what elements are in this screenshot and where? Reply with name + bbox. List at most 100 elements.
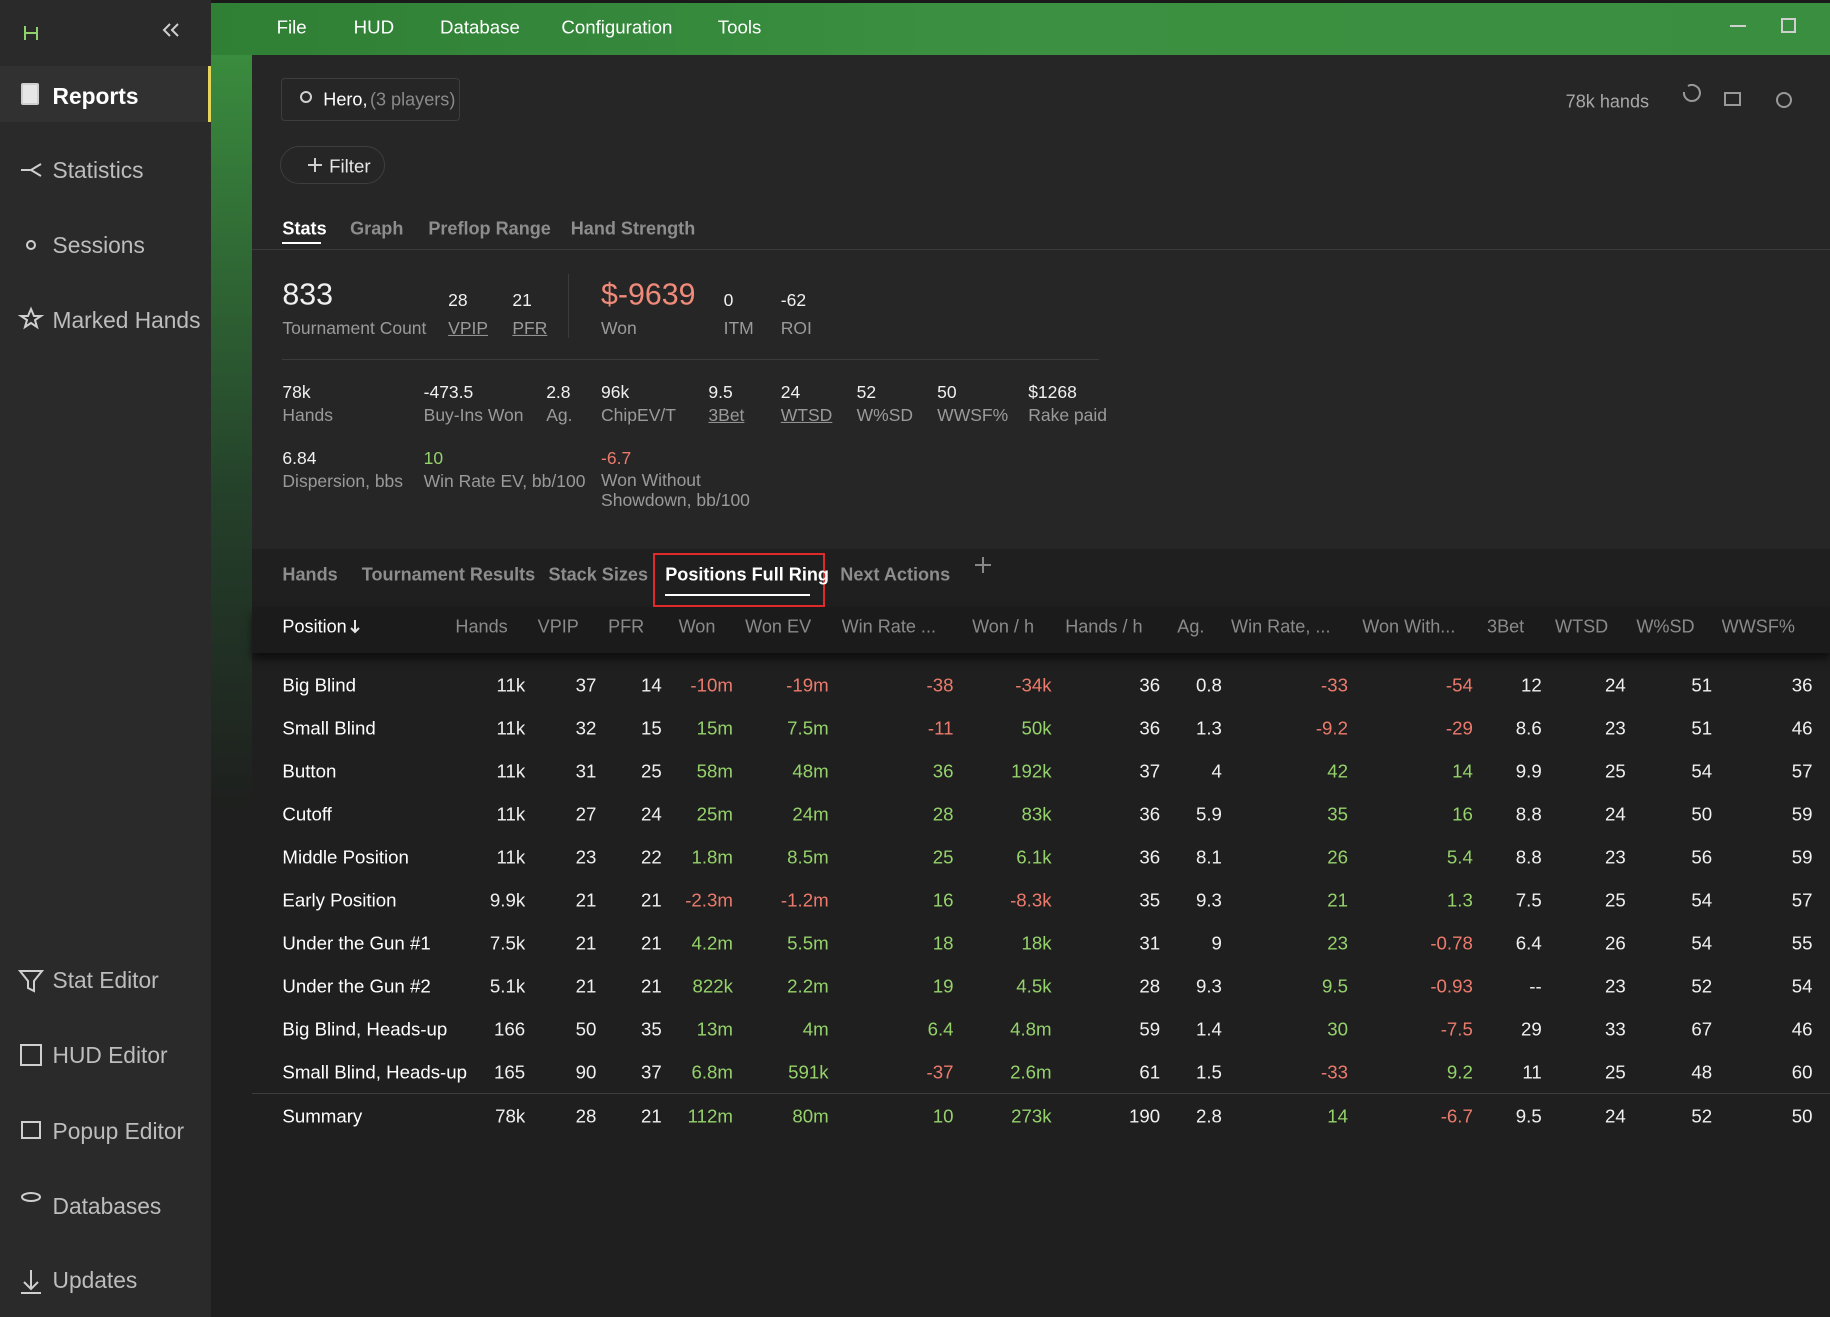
table-cell: 11k — [496, 760, 526, 782]
stat-label: WWSF% — [937, 405, 1009, 426]
column-header[interactable]: Ag. — [1177, 616, 1205, 637]
report-tab[interactable]: Positions Full Ring — [665, 564, 829, 585]
table-cell: 36 — [1791, 674, 1813, 696]
table-cell: 33 — [1604, 1018, 1626, 1040]
player-name[interactable]: Hero, — [323, 89, 368, 110]
menu-item[interactable]: Configuration — [561, 16, 673, 38]
report-tab[interactable]: Stack Sizes — [548, 564, 649, 585]
sidebar-item[interactable]: Marked Hands — [52, 306, 201, 333]
table-cell: 50 — [575, 1018, 597, 1040]
stat-label: Tournament Count — [282, 317, 427, 338]
sidebar-item[interactable]: Updates — [52, 1267, 138, 1294]
table-cell: 14 — [640, 674, 662, 696]
table-cell: 11k — [496, 717, 526, 739]
filter-button[interactable] — [280, 146, 385, 184]
filter-label[interactable]: Filter — [329, 154, 371, 176]
stats-area — [252, 55, 1830, 549]
column-header[interactable]: Won With... — [1362, 616, 1456, 637]
table-cell: -1.2m — [780, 889, 829, 911]
table-cell: 5.9 — [1196, 803, 1222, 825]
column-header[interactable]: 3Bet — [1487, 616, 1525, 637]
collapse-icon[interactable] — [162, 23, 179, 37]
table-cell: 50 — [1791, 1105, 1813, 1126]
tab[interactable]: Graph — [350, 218, 404, 239]
stat-label: Dispersion, bbs — [282, 470, 404, 491]
table-cell: 24 — [1604, 803, 1626, 825]
table-cell: -0.93 — [1430, 975, 1473, 997]
sort-icon[interactable] — [350, 620, 360, 634]
column-header[interactable]: Win Rate, ... — [1231, 616, 1331, 637]
table-cell: 24 — [1604, 674, 1626, 696]
menu-item[interactable]: File — [276, 16, 307, 38]
tab[interactable]: Stats — [282, 218, 327, 239]
table-cell: 11k — [496, 803, 526, 825]
player-detail[interactable]: (3 players) — [369, 89, 456, 110]
settings-icon[interactable] — [1776, 92, 1792, 108]
column-header[interactable]: Won / h — [972, 616, 1035, 637]
table-cell: 7.5m — [787, 717, 829, 739]
sidebar-item[interactable]: Stat Editor — [52, 967, 159, 994]
table-cell: 2.2m — [787, 975, 829, 997]
column-header[interactable]: Hands / h — [1065, 616, 1143, 637]
add-tab-icon[interactable] — [975, 557, 991, 573]
table-cell: 4 — [1211, 760, 1222, 782]
sidebar-item[interactable]: Popup Editor — [52, 1117, 185, 1144]
column-header[interactable]: VPIP — [537, 616, 579, 637]
stat-label: Win Rate EV, bb/100 — [423, 470, 586, 491]
row-label: Big Blind, Heads-up — [282, 1018, 448, 1040]
tab[interactable]: Hand Strength — [570, 218, 696, 239]
table-cell: 54 — [1691, 760, 1713, 782]
table-cell: 11 — [1522, 1061, 1542, 1083]
table-cell: 11k — [496, 846, 526, 868]
stat-value: -62 — [780, 289, 807, 310]
table-cell: 61 — [1139, 1061, 1161, 1083]
table-cell: 24 — [640, 803, 662, 825]
column-header[interactable]: PFR — [608, 616, 645, 637]
column-header[interactable]: Won EV — [745, 616, 812, 637]
stat-label: Hands — [282, 405, 334, 426]
sidebar-item[interactable]: Reports — [52, 82, 139, 109]
table-cell: 60 — [1791, 1061, 1813, 1083]
player-selector[interactable] — [281, 78, 460, 121]
report-tab[interactable]: Tournament Results — [361, 564, 536, 585]
column-header[interactable]: Position — [282, 616, 347, 637]
stat-label: Won — [601, 317, 637, 338]
export-icon[interactable] — [1724, 92, 1741, 106]
column-header[interactable]: Win Rate ... — [841, 616, 936, 637]
table-cell: 1.5 — [1196, 1061, 1222, 1083]
stat-value: -473.5 — [423, 382, 474, 403]
table-cell: 56 — [1691, 846, 1713, 868]
menu-item[interactable]: Database — [439, 16, 520, 38]
sidebar-item[interactable]: Statistics — [52, 157, 144, 184]
stat-value: $1268 — [1028, 382, 1077, 403]
table-cell: 8.1 — [1196, 846, 1222, 868]
column-header[interactable]: Hands — [455, 616, 508, 637]
maximize-icon[interactable] — [1781, 18, 1796, 33]
stat-label: Ag. — [546, 405, 573, 426]
report-tab[interactable]: Next Actions — [840, 564, 951, 585]
tab[interactable]: Preflop Range — [428, 218, 551, 239]
table-cell: 58m — [696, 760, 733, 782]
table-cell: 31 — [575, 760, 597, 782]
table-cell: 18 — [932, 932, 954, 954]
sidebar-item[interactable]: HUD Editor — [52, 1041, 168, 1068]
column-header[interactable]: W%SD — [1636, 616, 1695, 637]
column-header[interactable]: WWSF% — [1721, 616, 1795, 637]
table-cell: 21 — [640, 975, 662, 997]
menu-item[interactable]: HUD — [353, 16, 395, 38]
table-cell: 25 — [1604, 889, 1626, 911]
sidebar-item[interactable]: Sessions — [52, 231, 145, 258]
refresh-icon[interactable] — [1682, 83, 1701, 102]
table-cell: 31 — [1139, 932, 1161, 954]
row-label: Middle Position — [282, 846, 409, 868]
column-header[interactable]: Won — [678, 616, 716, 637]
table-cell: 51 — [1691, 717, 1713, 739]
report-tab[interactable]: Hands — [282, 564, 338, 585]
table-cell: 273k — [1011, 1105, 1052, 1126]
table-cell: 21 — [1327, 889, 1348, 911]
table-cell: 24 — [1604, 1105, 1626, 1126]
menu-item[interactable]: Tools — [717, 16, 762, 38]
sidebar-item[interactable]: Databases — [52, 1192, 162, 1219]
column-header[interactable]: WTSD — [1555, 616, 1609, 637]
